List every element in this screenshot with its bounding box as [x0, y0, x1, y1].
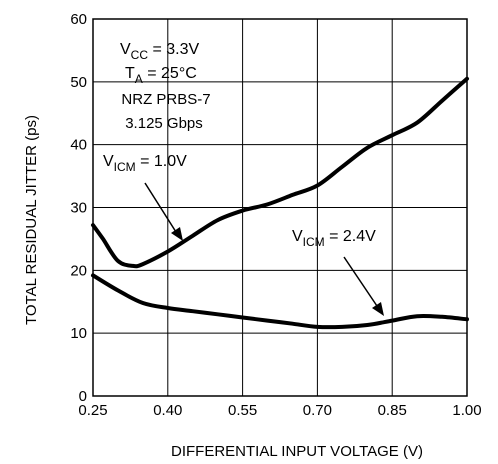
x-axis-title: DIFFERENTIAL INPUT VOLTAGE (V) — [171, 443, 423, 460]
y-tick-label: 30 — [70, 200, 87, 217]
pattern-annotation: NRZ PRBS-7 — [121, 91, 210, 108]
series-line-0 — [91, 76, 469, 269]
y-tick-label: 0 — [79, 388, 87, 405]
arrow-line-vicm-2-4v — [343, 256, 378, 307]
x-tick-label: 0.40 — [153, 402, 182, 419]
x-tick-label: 0.25 — [78, 402, 107, 419]
series-curves — [91, 76, 469, 330]
y-tick-label: 50 — [70, 74, 87, 91]
x-tick-label: 1.00 — [452, 402, 481, 419]
conditions-annotation: VCC = 3.3V TA = 25°C NRZ PRBS-7 3.125 Gb… — [120, 41, 211, 132]
rate-annotation: 3.125 Gbps — [125, 115, 203, 132]
tick-labels: 0.25 0.40 0.55 0.70 0.85 1.00 0 10 20 30 40 50 60 — [70, 11, 481, 419]
arrow-head-vicm-1v — [171, 227, 183, 241]
series-label-vicm-1v: VICM = 1.0V — [103, 153, 187, 174]
arrow-vicm-2-4v — [343, 256, 384, 316]
arrow-line-vicm-1v — [144, 182, 177, 233]
arrow-vicm-1v — [144, 182, 183, 241]
x-tick-label: 0.85 — [378, 402, 407, 419]
vcc-annotation: VCC = 3.3V — [120, 41, 199, 62]
y-tick-label: 20 — [70, 262, 87, 279]
arrow-head-vicm-2-4v — [372, 302, 384, 316]
x-tick-label: 0.70 — [303, 402, 332, 419]
series-label-vicm-2-4v: VICM = 2.4V — [292, 228, 376, 249]
y-tick-label: 40 — [70, 137, 87, 154]
y-tick-label: 10 — [70, 325, 87, 342]
series-line-1 — [91, 273, 469, 330]
ta-annotation: TA = 25°C — [125, 65, 197, 86]
x-tick-label: 0.55 — [228, 402, 257, 419]
y-axis-title: TOTAL RESIDUAL JITTER (ps) — [23, 115, 40, 325]
grid — [92, 18, 468, 397]
y-tick-label: 60 — [70, 11, 87, 28]
plot-frame — [92, 18, 468, 397]
